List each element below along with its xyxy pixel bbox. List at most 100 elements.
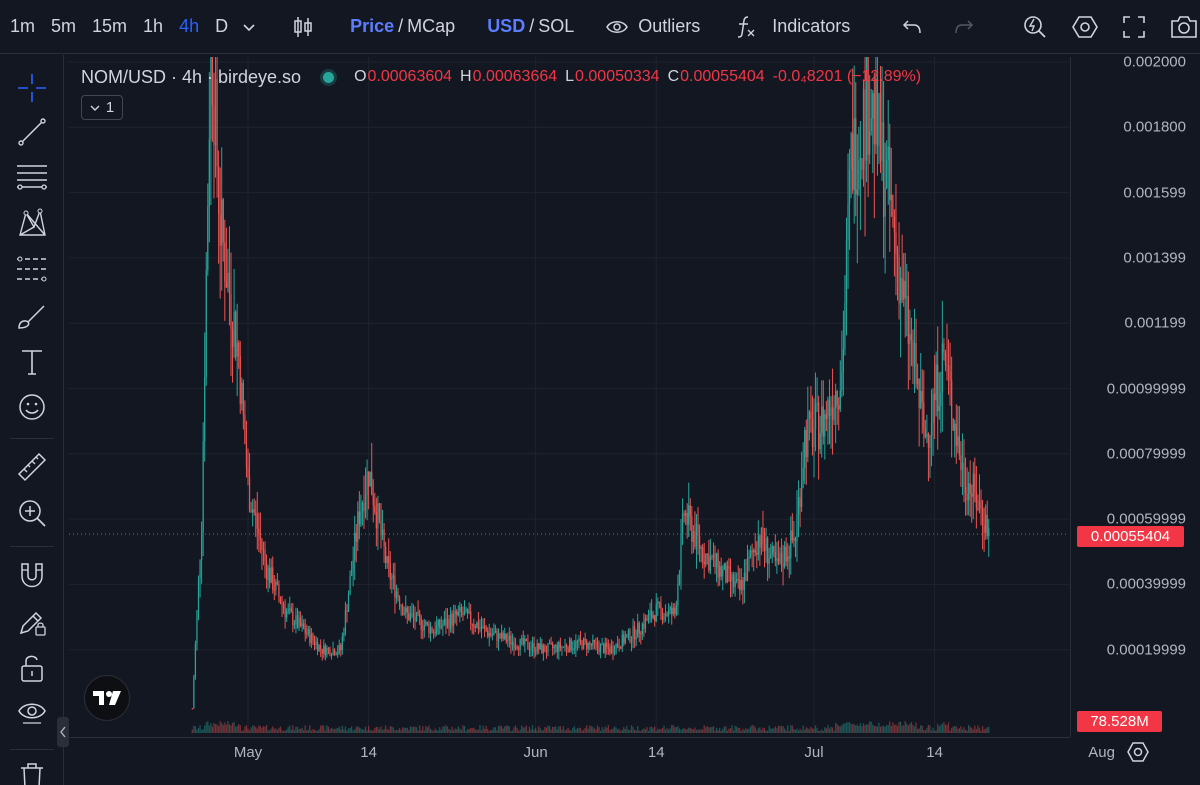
volume-bar xyxy=(658,729,660,733)
pattern-tool[interactable] xyxy=(0,203,64,243)
candle-body xyxy=(723,563,725,570)
candle-body xyxy=(833,408,835,420)
timeframe-dropdown[interactable] xyxy=(236,0,262,54)
candle-body xyxy=(927,433,930,448)
candle-body xyxy=(596,642,599,648)
candle-body xyxy=(652,615,654,618)
candle-body xyxy=(613,652,616,654)
outliers-button[interactable]: Outliers xyxy=(600,0,706,54)
lock-drawing-tool[interactable] xyxy=(0,602,64,642)
volume-bar xyxy=(835,722,837,733)
candle-body xyxy=(309,629,311,643)
volume-bar xyxy=(703,725,705,733)
horizontal-lines-tool[interactable] xyxy=(0,157,64,197)
candle-body xyxy=(417,611,419,613)
usd-option[interactable]: USD xyxy=(487,16,526,36)
fib-tool[interactable] xyxy=(0,249,64,289)
candle-body xyxy=(194,644,197,678)
candle-body xyxy=(887,146,889,160)
timeframe-d[interactable]: D xyxy=(215,16,229,36)
fullscreen-icon xyxy=(1123,15,1146,38)
candle-body xyxy=(779,552,781,563)
candle-body xyxy=(191,708,193,710)
magnet-tool[interactable] xyxy=(0,555,64,595)
volume-bar xyxy=(702,729,704,733)
volume-bar xyxy=(332,728,334,733)
mcap-option[interactable]: MCap xyxy=(407,16,456,36)
fullscreen-button[interactable] xyxy=(1110,0,1158,54)
undo-button[interactable] xyxy=(886,0,938,54)
brush-tool[interactable] xyxy=(0,297,64,337)
quick-search-button[interactable] xyxy=(1010,0,1060,54)
timeframe-1m[interactable]: 1m xyxy=(10,16,36,36)
time-axis[interactable]: May 14 Jun 14 Jul 14 Aug xyxy=(69,737,1115,767)
redo-button[interactable] xyxy=(938,0,990,54)
candle-body xyxy=(499,633,501,639)
price-option[interactable]: Price xyxy=(350,16,395,36)
currency-toggle[interactable]: USD / SOL xyxy=(481,0,580,54)
price-chart[interactable] xyxy=(69,57,1069,733)
volume-bar xyxy=(875,725,877,733)
chart-type-button[interactable] xyxy=(282,0,324,54)
sol-option[interactable]: SOL xyxy=(538,16,575,36)
indicators-button[interactable]: Indicators xyxy=(726,0,856,54)
tradingview-logo[interactable] xyxy=(84,675,130,721)
candle-body xyxy=(199,560,201,579)
candle-body xyxy=(548,643,551,645)
volume-bar xyxy=(505,725,507,733)
timeframe-4h[interactable]: 4h xyxy=(179,16,200,36)
time-axis-label: 14 xyxy=(360,744,377,761)
candle-body xyxy=(685,512,687,516)
timeframe-1h[interactable]: 1h xyxy=(143,16,164,36)
candle-body xyxy=(327,648,330,650)
lock-all-tool[interactable] xyxy=(0,648,64,688)
time-axis-label: May xyxy=(233,744,263,761)
candle-body xyxy=(756,552,758,555)
crosshair-tool[interactable] xyxy=(0,68,64,108)
candle-body xyxy=(898,257,900,304)
zap-search-icon xyxy=(1024,15,1046,38)
timeframe-15m[interactable]: 15m xyxy=(92,16,128,36)
price-axis[interactable]: 0.002000 0.001800 0.001599 0.001399 0.001199… xyxy=(1070,54,1200,737)
price-mcap-toggle[interactable]: Price / MCap xyxy=(344,0,461,54)
candle-body xyxy=(306,633,308,635)
volume-bar xyxy=(425,726,427,733)
chart-settings-button[interactable] xyxy=(1060,0,1110,54)
volume-bar xyxy=(783,728,786,733)
symbol-title[interactable]: NOM/USD · 4h · birdeye.so xyxy=(81,66,302,87)
candle-body xyxy=(521,638,523,640)
emoji-tool[interactable] xyxy=(0,387,64,427)
axis-settings-button[interactable] xyxy=(1126,740,1150,764)
market-status-dot xyxy=(323,71,335,83)
candle-body xyxy=(454,611,456,614)
text-tool[interactable] xyxy=(0,342,64,382)
toolbar-collapse-handle[interactable] xyxy=(57,717,69,747)
volume-bar xyxy=(409,726,411,733)
zoom-tool[interactable] xyxy=(0,493,64,533)
price-axis-label: 0.00019999 xyxy=(1106,641,1186,659)
screenshot-button[interactable] xyxy=(1158,0,1200,54)
volume-bar xyxy=(637,725,639,733)
candle-body xyxy=(298,617,300,628)
candle-body xyxy=(500,632,503,639)
candle-body xyxy=(222,199,224,243)
volume-bar xyxy=(941,723,943,733)
timeframe-5m[interactable]: 5m xyxy=(51,16,77,36)
candle-body xyxy=(620,647,622,649)
hide-drawings-tool[interactable] xyxy=(0,692,64,732)
candle-body xyxy=(378,503,381,521)
volume-bar xyxy=(510,730,512,733)
volume-bar xyxy=(292,725,294,733)
indicators-collapse-button[interactable]: 1 xyxy=(81,95,123,120)
ruler-tool[interactable] xyxy=(0,447,64,487)
candle-body xyxy=(211,57,214,105)
trend-line-tool[interactable] xyxy=(0,112,64,152)
drawing-toolbar xyxy=(0,55,64,785)
remove-drawings-tool[interactable] xyxy=(0,755,64,785)
candle-body xyxy=(929,435,931,448)
volume-bar xyxy=(763,728,766,733)
candle-body xyxy=(855,118,857,195)
candle-body xyxy=(946,365,948,367)
volume-bar xyxy=(737,727,739,733)
candle-body xyxy=(787,556,789,562)
